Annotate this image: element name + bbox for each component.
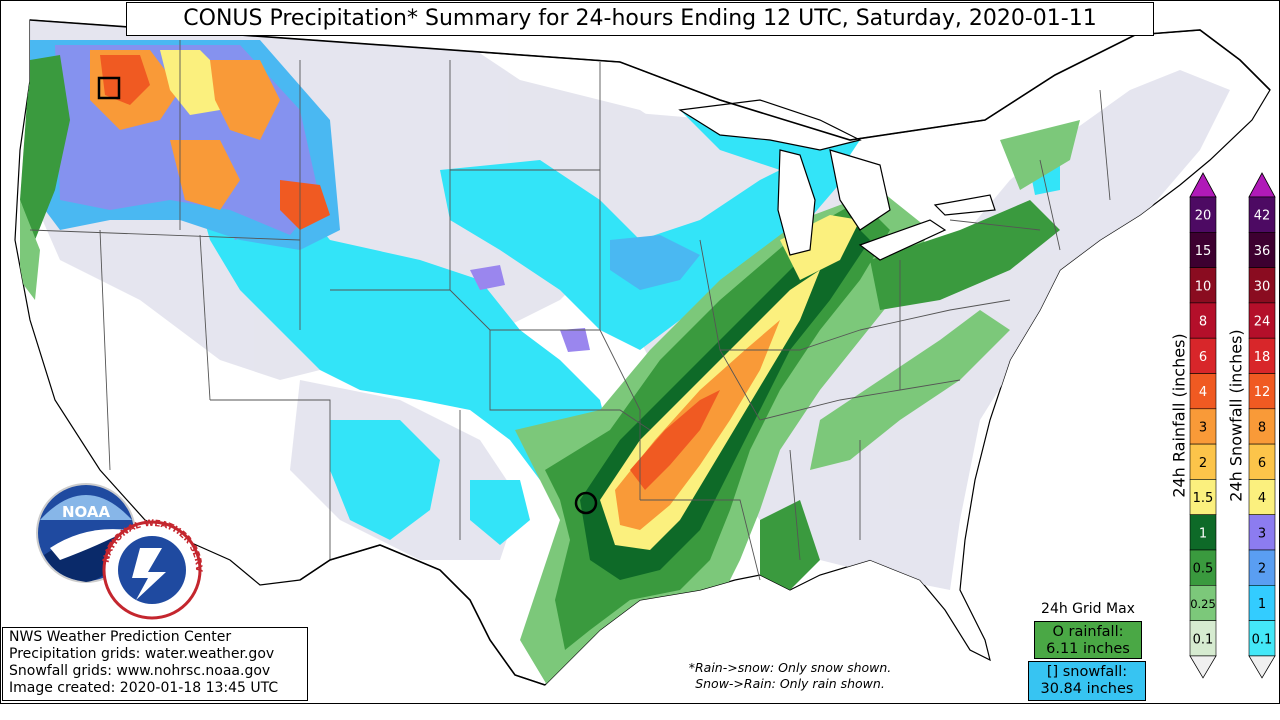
max-rainfall-marker <box>574 491 598 515</box>
phase-note-line-2: Snow->Rain: Only rain shown. <box>695 676 885 691</box>
credit-line-2: Precipitation grids: water.weather.gov <box>9 646 275 662</box>
snow-colorbar-swatch <box>1248 620 1276 657</box>
rain-colorbar: 20 15 10 8 6 4 3 2 1.5 1 0.5 0.25 0.1 <box>1189 172 1217 679</box>
snow-colorbar-tick-label: 8 <box>1258 420 1266 435</box>
rain-colorbar-tick-label: 10 <box>1195 279 1212 294</box>
snow-colorbar-swatch <box>1248 302 1276 339</box>
rain-colorbar-tick-label: 20 <box>1195 209 1212 224</box>
rain-colorbar-swatch <box>1189 267 1217 304</box>
rain-colorbar-tick-label: 6 <box>1199 350 1207 365</box>
snow-colorbar-bottom-arrow <box>1248 655 1276 679</box>
snow-colorbar-swatch <box>1248 514 1276 551</box>
grid-max-rainfall-label: O rainfall: <box>1052 624 1124 640</box>
snow-colorbar-tick-label: 1 <box>1258 597 1266 612</box>
rain-colorbar-top-arrow <box>1189 172 1217 198</box>
snow-colorbar-swatch <box>1248 584 1276 621</box>
snow-colorbar-tick-label: 0.1 <box>1252 632 1273 647</box>
rain-colorbar-tick-label: 4 <box>1199 385 1207 400</box>
rain-colorbar-label: 24h Rainfall (inches) <box>1169 333 1189 498</box>
credit-line-1: NWS Weather Prediction Center <box>9 629 232 645</box>
snow-colorbar-swatch <box>1248 408 1276 445</box>
snow-colorbar-tick-label: 24 <box>1254 315 1271 330</box>
rain-colorbar-swatch <box>1189 408 1217 445</box>
snow-colorbar-tick-label: 3 <box>1258 526 1266 541</box>
grid-max-rainfall-value: 6.11 inches <box>1046 641 1130 657</box>
rain-colorbar-swatch <box>1189 337 1217 374</box>
map-title: CONUS Precipitation* Summary for 24-hour… <box>126 2 1154 36</box>
rain-colorbar-tick-label: 1 <box>1199 526 1207 541</box>
snow-colorbar-label: 24h Snowfall (inches) <box>1226 329 1246 502</box>
snow-colorbar: 42 36 30 24 18 12 8 6 4 3 2 1 0.1 <box>1248 172 1276 679</box>
snow-colorbar-tick-label: 18 <box>1254 350 1271 365</box>
snow-colorbar-top-arrow <box>1248 172 1276 198</box>
grid-max-rainfall: O rainfall: 6.11 inches <box>1034 621 1142 659</box>
coastline-border <box>29 19 1271 686</box>
grid-max-snowfall-label: [] snowfall: <box>1046 664 1128 680</box>
rain-colorbar-tick-label: 3 <box>1199 420 1207 435</box>
rain-colorbar-swatch <box>1189 479 1217 515</box>
rain-colorbar-swatch <box>1189 196 1217 233</box>
noaa-logo-text: NOAA <box>62 503 111 521</box>
snow-colorbar-swatch <box>1248 267 1276 304</box>
snow-colorbar-tick-label: 4 <box>1258 491 1266 506</box>
lake-huron <box>829 149 891 231</box>
snow-colorbar-swatch <box>1248 549 1276 586</box>
great-lakes <box>678 99 996 261</box>
lake-erie <box>858 219 947 261</box>
grid-max-snowfall-value: 30.84 inches <box>1040 681 1134 697</box>
lake-ontario <box>933 194 996 216</box>
phase-note-line-1: *Rain->snow: Only snow shown. <box>688 660 892 675</box>
lake-superior <box>678 99 862 151</box>
rain-colorbar-swatch <box>1189 443 1217 480</box>
snow-colorbar-swatch <box>1248 443 1276 480</box>
snow-colorbar-tick-label: 42 <box>1254 209 1271 224</box>
state-boundaries <box>29 40 1111 581</box>
rain-colorbar-swatch <box>1189 232 1217 268</box>
rain-colorbar-bottom-arrow <box>1189 655 1217 679</box>
snow-colorbar-tick-label: 30 <box>1254 279 1271 294</box>
credit-line-4: Image created: 2020-01-18 13:45 UTC <box>9 680 279 696</box>
credit-line-3: Snowfall grids: www.nohrsc.noaa.gov <box>9 663 271 679</box>
max-snowfall-marker <box>97 76 121 100</box>
rain-colorbar-swatch <box>1189 302 1217 339</box>
rain-colorbar-tick-label: 1.5 <box>1193 491 1214 506</box>
phase-note: *Rain->snow: Only snow shown. Snow->Rain… <box>640 660 940 692</box>
credits-box: NWS Weather Prediction Center Precipitat… <box>2 627 308 701</box>
rain-colorbar-tick-label: 8 <box>1199 315 1207 330</box>
rain-colorbar-tick-label: 2 <box>1199 456 1207 471</box>
rain-colorbar-tick-label: 15 <box>1195 244 1212 259</box>
northwest-precip <box>20 40 340 300</box>
snow-colorbar-swatch <box>1248 232 1276 268</box>
snow-colorbar-swatch <box>1248 373 1276 410</box>
snow-colorbar-tick-label: 2 <box>1258 562 1266 577</box>
rain-colorbar-tick-label: 0.1 <box>1193 632 1214 647</box>
snow-colorbar-swatch <box>1248 479 1276 515</box>
rain-colorbar-swatch <box>1189 514 1217 551</box>
grid-max-label: 24h Grid Max <box>1041 601 1135 617</box>
snow-colorbar-tick-label: 36 <box>1254 244 1271 259</box>
grid-max-snowfall: [] snowfall: 30.84 inches <box>1028 661 1146 701</box>
rain-colorbar-tick-label: 0.25 <box>1190 597 1216 611</box>
snow-colorbar-tick-label: 12 <box>1254 385 1271 400</box>
snow-colorbar-tick-label: 6 <box>1258 456 1266 471</box>
lake-michigan <box>777 149 816 256</box>
rain-colorbar-tick-label: 0.5 <box>1193 562 1214 577</box>
